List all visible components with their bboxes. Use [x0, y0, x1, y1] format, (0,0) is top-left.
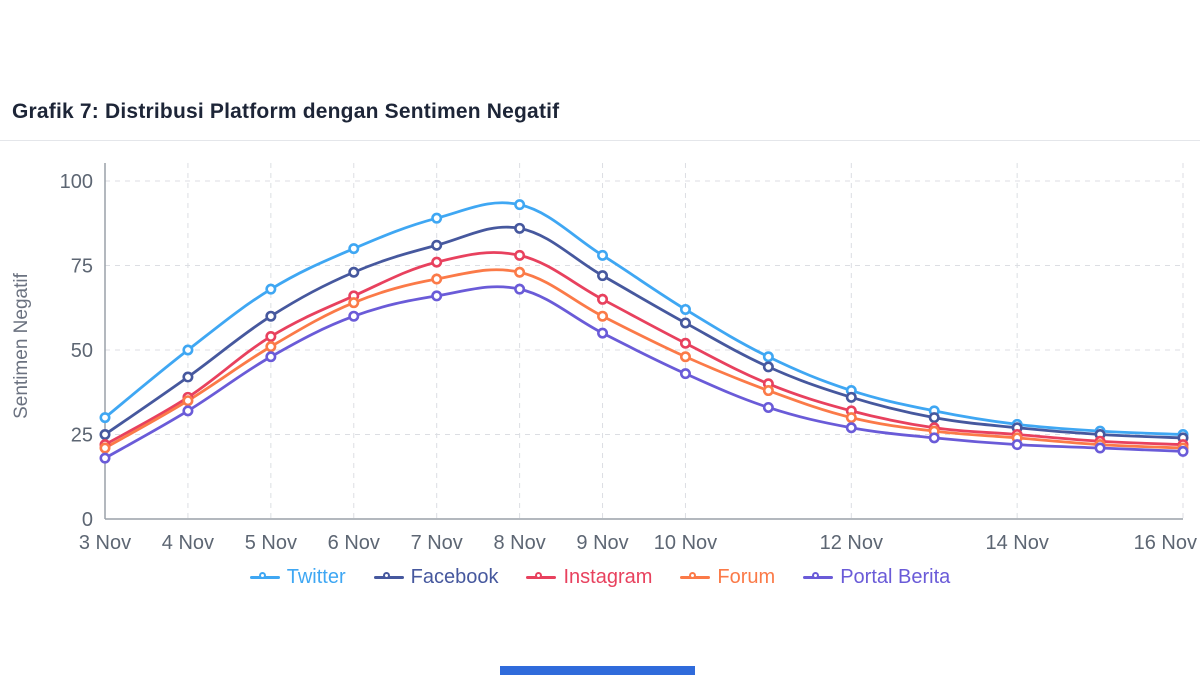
data-point-portal-berita[interactable]	[265, 351, 277, 363]
line-chart-canvas[interactable]: 0 25 50 75 100 3 Nov 4 Nov 5 Nov 6 Nov 7 Nov 8 Nov…	[0, 150, 1200, 560]
x-tick-label: 6 Nov	[328, 532, 380, 554]
data-point-twitter[interactable]	[265, 283, 277, 295]
x-tick-label: 12 Nov	[820, 532, 883, 554]
data-point-facebook[interactable]	[679, 317, 691, 329]
bottom-accent-bar	[500, 666, 695, 675]
data-point-twitter[interactable]	[182, 344, 194, 356]
data-point-forum[interactable]	[679, 351, 691, 363]
data-point-twitter[interactable]	[597, 249, 609, 261]
legend-item-forum[interactable]: Forum	[680, 566, 775, 589]
data-point-forum[interactable]	[597, 310, 609, 322]
data-point-forum[interactable]	[99, 442, 111, 454]
data-point-forum[interactable]	[348, 297, 360, 309]
y-tick-label: 50	[71, 340, 93, 362]
legend-marker-icon	[373, 571, 404, 585]
data-point-forum[interactable]	[845, 412, 857, 424]
x-tick-label: 3 Nov	[79, 532, 131, 554]
series-line-forum	[103, 268, 1185, 450]
data-point-facebook[interactable]	[762, 361, 774, 373]
y-tick-label: 25	[71, 425, 93, 447]
series-line-portal-berita	[103, 285, 1185, 460]
y-tick-label: 75	[71, 256, 93, 278]
x-tick-label: 16 Nov	[1134, 532, 1197, 554]
data-point-facebook[interactable]	[265, 310, 277, 322]
data-point-instagram[interactable]	[597, 293, 609, 305]
data-point-portal-berita[interactable]	[679, 368, 691, 380]
data-point-twitter[interactable]	[514, 199, 526, 211]
series-line-facebook	[103, 225, 1185, 440]
data-point-portal-berita[interactable]	[845, 422, 857, 434]
legend-item-facebook[interactable]: Facebook	[373, 566, 499, 589]
data-point-portal-berita[interactable]	[99, 452, 111, 464]
legend-item-portal-berita[interactable]: Portal Berita	[803, 566, 950, 589]
data-point-facebook[interactable]	[597, 270, 609, 282]
data-point-instagram[interactable]	[514, 249, 526, 261]
x-tick-label: 10 Nov	[654, 532, 717, 554]
title-divider	[0, 140, 1200, 141]
legend-label: Facebook	[410, 566, 499, 588]
data-point-twitter[interactable]	[99, 412, 111, 424]
legend-item-twitter[interactable]: Twitter	[249, 566, 346, 589]
data-point-portal-berita[interactable]	[597, 327, 609, 339]
data-point-portal-berita[interactable]	[1094, 442, 1106, 454]
legend-marker-icon	[680, 571, 711, 585]
data-point-twitter[interactable]	[431, 212, 443, 224]
data-point-portal-berita[interactable]	[928, 432, 940, 444]
data-point-instagram[interactable]	[265, 330, 277, 342]
x-tick-label: 7 Nov	[411, 532, 463, 554]
data-point-facebook[interactable]	[431, 239, 443, 251]
data-point-facebook[interactable]	[928, 412, 940, 424]
data-point-forum[interactable]	[431, 273, 443, 285]
data-point-facebook[interactable]	[182, 371, 194, 383]
legend-marker-icon	[249, 571, 280, 585]
legend-marker-icon	[526, 571, 557, 585]
legend-item-instagram[interactable]: Instagram	[526, 566, 652, 589]
data-point-portal-berita[interactable]	[182, 405, 194, 417]
data-point-facebook[interactable]	[514, 222, 526, 234]
legend-label: Twitter	[286, 566, 346, 588]
x-tick-label: 5 Nov	[245, 532, 297, 554]
x-tick-label: 9 Nov	[576, 532, 628, 554]
legend-label: Instagram	[563, 566, 653, 588]
data-point-portal-berita[interactable]	[348, 310, 360, 322]
legend-label: Portal Berita	[840, 566, 951, 588]
data-point-instagram[interactable]	[679, 337, 691, 349]
data-point-portal-berita[interactable]	[514, 283, 526, 295]
data-point-portal-berita[interactable]	[1011, 439, 1023, 451]
data-point-twitter[interactable]	[348, 243, 360, 255]
data-point-portal-berita[interactable]	[1177, 445, 1189, 457]
legend-marker-icon	[803, 571, 834, 585]
data-point-instagram[interactable]	[431, 256, 443, 268]
x-tick-label: 14 Nov	[985, 532, 1048, 554]
chart-title: Grafik 7: Distribusi Platform dengan Sen…	[12, 100, 560, 123]
data-point-facebook[interactable]	[348, 266, 360, 278]
data-point-facebook[interactable]	[845, 391, 857, 403]
legend-label: Forum	[717, 566, 776, 588]
data-point-twitter[interactable]	[762, 351, 774, 363]
data-point-twitter[interactable]	[679, 303, 691, 315]
chart-legend: Twitter Facebook Instagram Forum Portal Beri…	[0, 566, 1200, 589]
y-tick-label: 100	[60, 171, 93, 193]
x-tick-label: 8 Nov	[493, 532, 545, 554]
x-tick-label: 4 Nov	[162, 532, 214, 554]
data-point-facebook[interactable]	[99, 428, 111, 440]
y-tick-label: 0	[82, 509, 93, 531]
data-point-forum[interactable]	[762, 385, 774, 397]
data-point-forum[interactable]	[265, 341, 277, 353]
data-point-forum[interactable]	[182, 395, 194, 407]
data-point-portal-berita[interactable]	[431, 290, 443, 302]
data-point-forum[interactable]	[514, 266, 526, 278]
data-point-portal-berita[interactable]	[762, 401, 774, 413]
